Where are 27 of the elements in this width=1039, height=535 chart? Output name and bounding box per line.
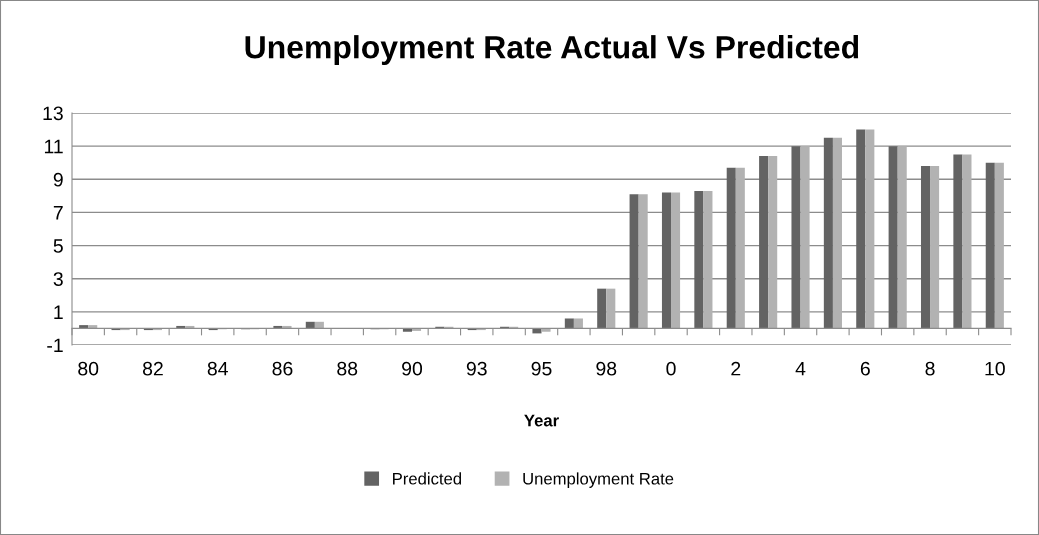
- x-tick-label: 4: [795, 361, 806, 376]
- legend-label: Unemployment Rate: [523, 472, 674, 488]
- y-tick-label: 7: [53, 206, 63, 220]
- x-tick-label: 88: [337, 361, 358, 376]
- x-tick-label: 0: [666, 361, 676, 376]
- x-tick-label: 95: [531, 361, 552, 376]
- y-tick-label: 1: [54, 305, 63, 319]
- x-tick-label: 10: [985, 361, 1005, 376]
- x-tick-label: 2: [731, 361, 741, 376]
- x-tick-label: 84: [207, 361, 228, 376]
- y-tick-label: -1: [47, 338, 63, 353]
- x-tick-label: 93: [466, 361, 487, 376]
- x-tick-label: 82: [142, 361, 163, 376]
- x-tick-label: 6: [860, 361, 870, 376]
- x-axis-title: Year: [524, 414, 559, 427]
- y-tick-label: 13: [43, 106, 63, 121]
- x-tick-label: 98: [596, 361, 617, 376]
- x-tick-label: 8: [925, 361, 935, 376]
- chart-title: Unemployment Rate Actual Vs Predicted: [245, 35, 859, 65]
- x-tick-label: 86: [272, 361, 293, 376]
- legend-label: Predicted: [393, 472, 462, 485]
- x-tick-label: 90: [402, 361, 423, 376]
- y-tick-label: 3: [53, 272, 63, 286]
- x-tick-label: 80: [78, 361, 99, 376]
- y-tick-label: 11: [44, 139, 63, 154]
- y-tick-label: 5: [53, 239, 63, 253]
- y-tick-label: 9: [53, 172, 63, 187]
